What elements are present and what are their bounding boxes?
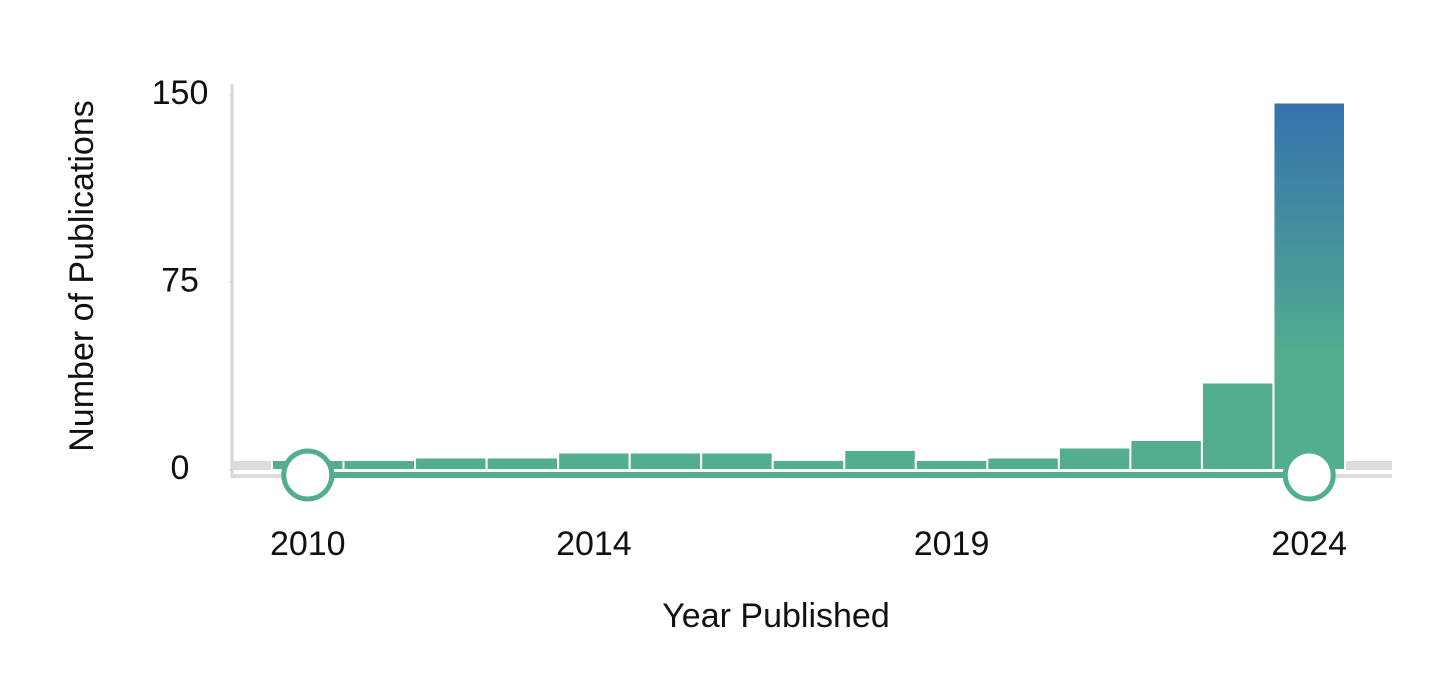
bar <box>986 456 1060 471</box>
bar <box>342 459 417 471</box>
bar <box>771 459 846 471</box>
bar <box>1200 381 1275 471</box>
x-tick-label: 2014 <box>556 525 632 563</box>
bar <box>700 451 774 471</box>
x-tick-label: 2024 <box>1271 525 1347 563</box>
bar <box>628 451 703 471</box>
bar <box>1057 446 1132 471</box>
bar <box>1272 101 1347 471</box>
y-tick-label: 0 <box>171 449 190 487</box>
x-tick-label: 2010 <box>270 525 346 563</box>
x-tick-label: 2019 <box>914 525 990 563</box>
bar <box>557 451 631 471</box>
slider-handle[interactable] <box>1282 448 1336 502</box>
bar <box>485 456 560 471</box>
bar <box>843 449 917 471</box>
bar <box>414 456 488 471</box>
x-axis-title: Year Published <box>662 597 889 635</box>
y-tick-label: 150 <box>152 74 209 112</box>
y-axis-title: Number of Publications <box>63 100 101 452</box>
y-tick-label: 75 <box>161 261 199 299</box>
bar <box>1129 439 1203 471</box>
slider-handle[interactable] <box>281 448 335 502</box>
bar <box>914 459 989 471</box>
